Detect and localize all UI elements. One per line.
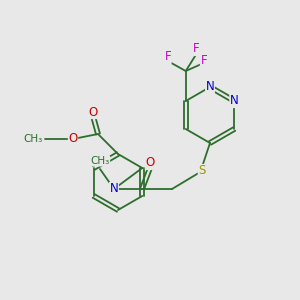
Text: N: N [110,182,118,196]
Text: N: N [230,94,239,107]
Text: F: F [164,50,171,64]
Text: F: F [200,55,207,68]
Text: O: O [146,157,154,169]
Text: S: S [198,164,206,178]
Text: CH₃: CH₃ [23,134,43,144]
Text: O: O [68,133,78,146]
Text: N: N [206,80,214,94]
Text: O: O [88,106,98,118]
Text: F: F [192,43,199,56]
Text: CH₃: CH₃ [90,156,110,166]
